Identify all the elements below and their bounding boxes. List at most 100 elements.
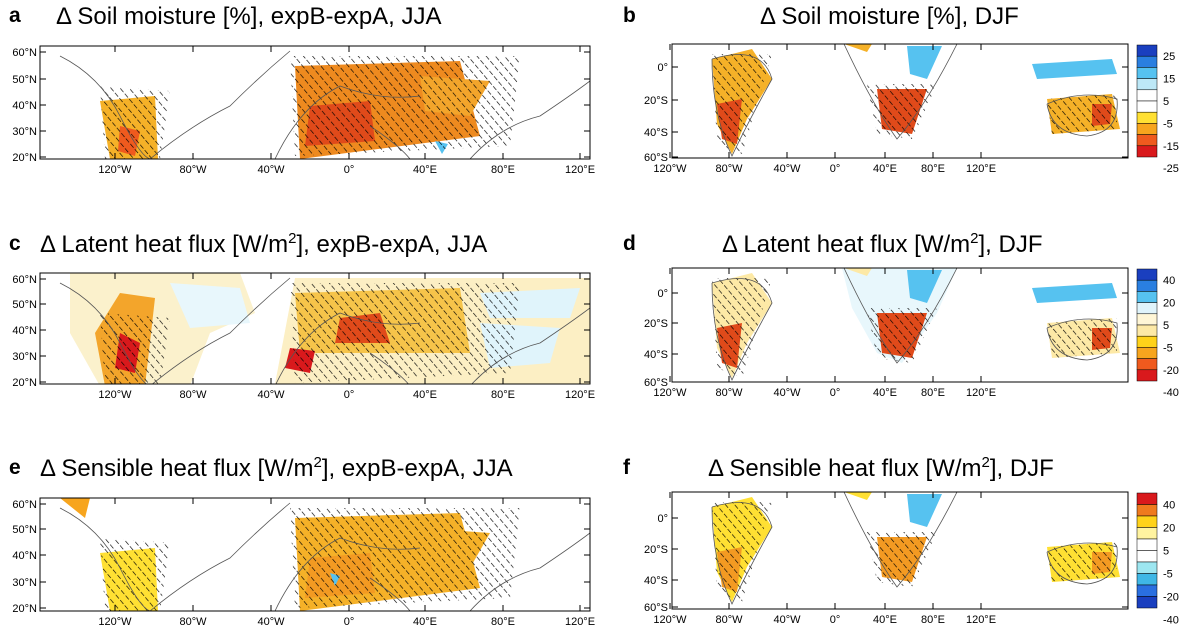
y-tick-label: 50°N	[12, 299, 37, 311]
colorbar-label: -40	[1163, 615, 1179, 627]
significance-hatch	[290, 56, 520, 156]
title-suffix: ], expB-expA, JJA	[296, 231, 488, 258]
y-tick-label: 40°N	[12, 325, 37, 337]
colorbar: 25 15 5 -5 -15 -25	[1136, 44, 1179, 175]
significance-hatch	[290, 283, 520, 383]
panel-title: Δ Latent heat flux [W/m2], expB-expA, JJ…	[40, 230, 487, 259]
y-tick-label: 60°N	[12, 47, 37, 59]
significance-hatch	[1047, 542, 1117, 582]
colorbar-label: -15	[1163, 141, 1179, 153]
x-tick-label: 40°W	[773, 387, 801, 399]
panel-title: Δ Sensible heat flux [W/m2], DJF	[708, 454, 1054, 483]
colorbar-label: -40	[1163, 387, 1179, 399]
x-tick-label: 120°W	[653, 387, 687, 399]
x-tick-label: 40°W	[773, 614, 801, 626]
y-tick-label: 0°	[657, 288, 668, 300]
x-tick-label: 40°E	[413, 164, 437, 176]
map-panel-c: 60°N 50°N 40°N 30°N 20°N 120°W 80°W 40°W 0° 40°E 8…	[12, 272, 595, 401]
significance-hatch	[712, 278, 772, 378]
title-main: Δ Sensible heat flux [W/m	[40, 455, 314, 482]
colorbar-swatch	[1136, 100, 1158, 113]
region-fill	[907, 46, 942, 79]
map-content	[711, 44, 1120, 157]
colorbar-label: -25	[1163, 163, 1179, 175]
colorbar-label: 5	[1163, 320, 1169, 332]
coastline	[711, 502, 773, 605]
colorbar-swatch	[1136, 347, 1158, 359]
coastline	[471, 307, 590, 384]
colorbar-swatch	[1136, 302, 1158, 315]
title-main: Δ Sensible heat flux [W/m	[708, 455, 982, 482]
colorbar-label: 5	[1163, 96, 1169, 108]
map-panel-a: 60°N 50°N 40°N 30°N 20°N 120°W 80°W 40°W 0° 40°E 8…	[12, 45, 595, 176]
x-tick-label: 40°W	[257, 616, 285, 628]
y-tick-label: 20°N	[12, 603, 37, 615]
title-suffix: ], expB-expA, JJA	[321, 455, 513, 482]
map-content	[59, 273, 590, 384]
title-suffix: ], DJF	[978, 231, 1043, 258]
panel-title: Δ Latent heat flux [W/m2], DJF	[722, 230, 1043, 259]
x-tick-label: 40°E	[873, 614, 897, 626]
panel-label: a	[9, 4, 21, 27]
y-tick-label: 60°S	[644, 602, 668, 614]
colorbar-label: 5	[1163, 546, 1169, 558]
title-suffix: ], DJF	[989, 455, 1054, 482]
colorbar-swatch	[1136, 504, 1158, 517]
colorbar-swatch	[1136, 313, 1158, 326]
x-tick-label: 0°	[344, 616, 355, 628]
significance-hatch	[290, 508, 520, 608]
title-suffix: , DJF	[961, 3, 1019, 30]
region-fill	[60, 498, 90, 518]
panel-title: Δ Sensible heat flux [W/m2], expB-expA, …	[40, 454, 513, 483]
significance-hatch	[867, 532, 937, 587]
y-tick-label: 20°S	[644, 95, 668, 107]
x-tick-label: 40°E	[413, 389, 437, 401]
coastline	[1046, 318, 1118, 361]
colorbar: 40 20 5 -5 -20 -40	[1136, 268, 1179, 399]
map-panel-e: 60°N 50°N 40°N 30°N 20°N 120°W 80°W 40°W 0° 40°E 8…	[12, 497, 595, 628]
title-main: Δ Soil moisture [%]	[56, 3, 258, 30]
panel-title: Δ Soil moisture [%], DJF	[760, 2, 1019, 31]
x-tick-label: 120°W	[98, 389, 132, 401]
colorbar-swatch	[1136, 584, 1158, 597]
region-fill	[907, 270, 942, 303]
y-tick-label: 40°S	[644, 575, 668, 587]
coastline	[711, 278, 773, 381]
x-tick-label: 0°	[344, 164, 355, 176]
title-suffix: , expB-expA, JJA	[257, 3, 442, 30]
map-content	[59, 498, 590, 611]
x-tick-label: 0°	[830, 614, 841, 626]
panel-label: f	[623, 456, 630, 479]
coastline	[59, 507, 151, 611]
colorbar-swatch	[1136, 134, 1158, 147]
title-sup: 2	[981, 454, 990, 471]
colorbar-swatch	[1136, 369, 1158, 382]
colorbar-swatch	[1136, 492, 1158, 505]
colorbar-swatch	[1136, 123, 1158, 135]
coastline	[59, 55, 151, 159]
map-frame	[39, 272, 591, 385]
colorbar-swatch	[1136, 324, 1158, 337]
map-content	[711, 492, 1120, 605]
significance-hatch	[100, 538, 170, 611]
y-tick-label: 0°	[657, 513, 668, 525]
colorbar-label: -20	[1163, 592, 1179, 604]
coastline	[149, 50, 291, 159]
x-tick-label: 120°W	[653, 614, 687, 626]
x-tick-label: 0°	[344, 389, 355, 401]
x-tick-label: 120°E	[565, 389, 595, 401]
x-tick-label: 80°E	[491, 389, 515, 401]
colorbar-label: -20	[1163, 365, 1179, 377]
colorbar-label: 25	[1163, 51, 1175, 63]
x-tick-label: 80°W	[715, 614, 743, 626]
region-fill	[844, 492, 872, 500]
map-frame	[671, 491, 1129, 610]
y-tick-label: 40°N	[12, 100, 37, 112]
x-tick-label: 80°W	[715, 387, 743, 399]
colorbar-swatch	[1136, 279, 1158, 292]
coastline	[274, 537, 421, 611]
region-fill	[1032, 59, 1117, 79]
colorbar-swatch	[1136, 358, 1158, 371]
y-tick-label: 0°	[657, 62, 668, 74]
